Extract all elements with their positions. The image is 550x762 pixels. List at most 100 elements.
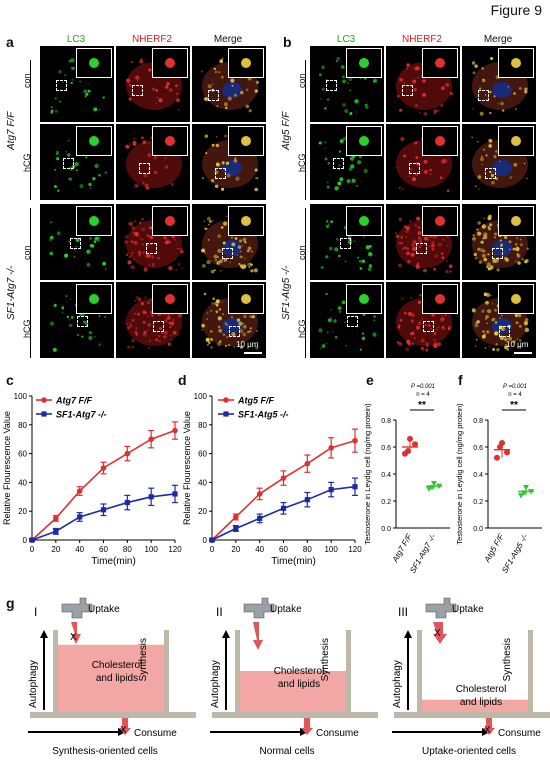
consume-label: Consume [316, 728, 359, 739]
data-point [53, 528, 59, 534]
x-tick-label: 80 [303, 545, 312, 554]
channel-label-lc3-b: LC3 [336, 34, 356, 45]
data-point [148, 436, 154, 442]
tank-caption: Synthesis-oriented cells [52, 746, 158, 757]
roi-box [416, 243, 427, 254]
y-tick-label: 0.0 [473, 526, 483, 533]
micrograph-a-r3-c2: 10 μm [192, 282, 266, 358]
data-point [518, 493, 524, 499]
data-point [100, 507, 107, 513]
x-tick-label: 0 [30, 545, 35, 554]
x-tick-label: 100 [324, 545, 338, 554]
scale-bar [514, 352, 532, 354]
channel-label-nherf2: NHERF2 [131, 34, 172, 45]
significance-stars: ** [510, 400, 518, 411]
data-point [504, 449, 510, 456]
n-value: n = 4 [416, 392, 430, 398]
panel-label-f: f [458, 372, 463, 388]
x-tick-label: 60 [99, 545, 108, 554]
tank-caption: Normal cells [259, 746, 314, 757]
series-line [31, 429, 176, 541]
y-tick-label: 80 [198, 421, 207, 430]
micrograph-b-r2-c0 [310, 204, 384, 280]
data-point [29, 537, 35, 543]
zoom-inset [152, 48, 188, 78]
roman-numeral: I [34, 605, 37, 619]
autophagy-arrowhead [222, 630, 230, 638]
consume-arrowhead [118, 728, 126, 736]
micrograph-a-r2-c1 [116, 204, 190, 280]
roi-box [139, 163, 150, 174]
roi-box [208, 90, 219, 101]
data-point [412, 441, 418, 448]
data-point [233, 525, 239, 532]
scale-bar [244, 352, 262, 354]
micrograph-a-r3-c1 [116, 282, 190, 358]
figure-title: Figure 9 [490, 2, 542, 18]
uptake-arrow [71, 622, 81, 644]
roi-box [70, 238, 81, 249]
panel-label-e: e [366, 372, 374, 388]
data-point [148, 494, 154, 500]
uptake-arrow [253, 622, 263, 650]
tank-base [30, 712, 196, 718]
panel-label-c: c [6, 372, 14, 388]
micrograph-b-r2-c1 [386, 204, 460, 280]
data-point [257, 515, 263, 521]
y-tick-label: 20 [198, 507, 207, 516]
y-tick-label: 20 [18, 507, 27, 516]
zoom-inset [346, 284, 382, 314]
zoom-inset [228, 206, 264, 236]
zoom-inset [498, 206, 534, 236]
roi-box [77, 316, 88, 327]
block-x: X [434, 628, 441, 639]
roi-box [402, 85, 413, 96]
roi-box [63, 158, 74, 169]
drain-arrow [119, 718, 131, 735]
y-tick-label: 100 [14, 392, 28, 401]
data-point [172, 427, 178, 434]
data-point [124, 499, 130, 506]
zoom-inset [498, 48, 534, 78]
scale-bar-label: 10 μm [506, 340, 529, 349]
roi-box [56, 80, 67, 91]
drain-arrow [483, 718, 495, 735]
micrograph-b-r0-c2 [462, 46, 536, 122]
uptake-label: Uptake [88, 604, 120, 615]
zoom-inset [76, 206, 112, 236]
y-axis-label: Relative Flourescence Value [182, 411, 192, 525]
roi-box [215, 168, 226, 179]
content-label-1: Cholesterol [274, 666, 325, 677]
y-tick-label: 80 [18, 421, 27, 430]
micrograph-b-r2-c2 [462, 204, 536, 280]
zoom-inset [346, 206, 382, 236]
data-point [407, 435, 413, 442]
y-tick-label: 0.6 [381, 445, 391, 452]
legend-marker [223, 397, 229, 403]
block-x: X [484, 725, 491, 736]
tank-caption: Uptake-oriented cells [422, 746, 516, 757]
content-label-1: Cholesterol [456, 684, 507, 695]
content-label-2: and lipids [460, 697, 502, 708]
zoom-inset [498, 126, 534, 156]
tank-wall-right [164, 630, 169, 717]
zoom-inset [422, 206, 458, 236]
channel-label-lc3: LC3 [66, 34, 86, 45]
tank-base [212, 712, 378, 718]
y-tick-label: 40 [198, 478, 207, 487]
panel-label-b: b [283, 34, 292, 50]
x-tick-label: 20 [51, 545, 60, 554]
data-point [280, 505, 287, 511]
zoom-inset [498, 284, 534, 314]
roi-box [478, 90, 489, 101]
y-tick-label: 0.6 [473, 445, 483, 452]
roi-box [153, 321, 164, 332]
zoom-inset [422, 126, 458, 156]
zoom-inset [152, 126, 188, 156]
n-value: n = 4 [508, 392, 522, 398]
legend-marker [41, 411, 47, 417]
autophagy-arrowhead [40, 630, 48, 638]
channel-label-merge: Merge [213, 34, 243, 45]
roi-box [340, 238, 351, 249]
y-tick-label: 0.8 [473, 418, 483, 425]
